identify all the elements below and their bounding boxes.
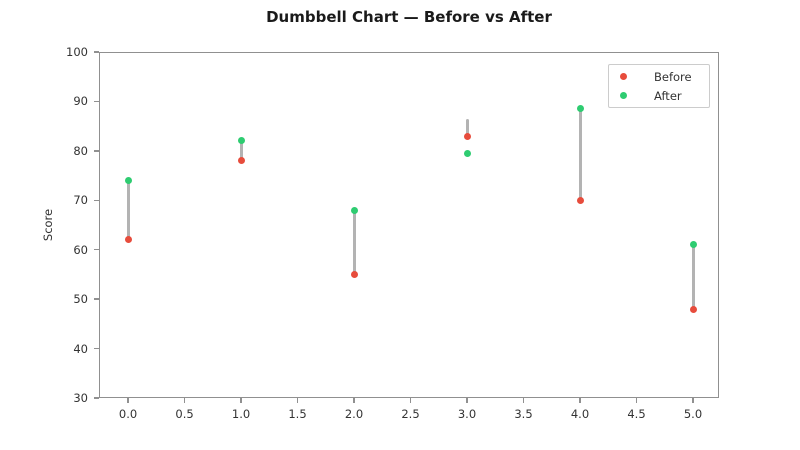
chart-title: Dumbbell Chart — Before vs After <box>266 8 552 26</box>
y-tick <box>94 347 99 350</box>
connector-line <box>691 244 695 310</box>
after-dot <box>237 137 245 145</box>
y-tick-label: 60 <box>73 242 88 257</box>
x-tick <box>522 398 525 403</box>
after-dot <box>350 206 358 214</box>
y-tick-label: 40 <box>73 341 88 356</box>
y-tick <box>94 100 99 103</box>
legend-label: After <box>654 88 682 103</box>
y-tick <box>94 248 99 251</box>
legend-label: Before <box>654 69 692 84</box>
x-tick <box>296 398 299 403</box>
x-tick-label: 0.5 <box>175 407 194 421</box>
x-tick <box>127 398 129 403</box>
legend: Before After <box>608 64 710 108</box>
before-dot <box>689 305 697 313</box>
y-tick <box>94 397 99 399</box>
x-tick <box>240 398 242 403</box>
x-tick-label: 5.0 <box>683 407 703 421</box>
x-tick-label: 2.0 <box>344 407 364 421</box>
x-tick <box>692 398 694 403</box>
y-tick <box>94 51 99 53</box>
connector-line <box>352 210 356 275</box>
connector-line <box>578 108 582 201</box>
y-tick-label: 30 <box>73 391 88 405</box>
after-dot <box>463 149 471 157</box>
x-tick <box>353 398 355 403</box>
legend-swatch-after <box>620 92 627 99</box>
connector-line <box>126 180 130 240</box>
after-dot <box>124 177 132 184</box>
x-tick-label: 1.5 <box>288 407 307 421</box>
y-tick-label: 100 <box>66 45 88 59</box>
x-tick <box>466 398 468 403</box>
x-tick <box>579 398 581 403</box>
x-tick-label: 4.0 <box>570 407 590 421</box>
y-tick-label: 90 <box>73 94 88 109</box>
legend-swatch-before <box>620 73 627 80</box>
x-tick-label: 2.5 <box>401 407 420 421</box>
connector-line <box>239 140 243 161</box>
x-tick <box>409 398 412 403</box>
y-tick-label: 80 <box>73 143 88 158</box>
x-tick <box>635 398 638 403</box>
x-tick-label: 4.5 <box>627 407 646 421</box>
y-axis-label: Score <box>41 208 55 242</box>
y-tick <box>94 199 99 202</box>
y-tick <box>94 150 99 152</box>
x-tick-label: 3.0 <box>457 407 477 421</box>
y-tick-label: 70 <box>73 193 88 208</box>
x-tick-label: 1.0 <box>231 407 251 421</box>
x-tick-label: 0.0 <box>118 407 138 421</box>
before-dot <box>124 236 132 244</box>
after-dot <box>689 241 697 249</box>
x-tick-label: 3.5 <box>514 407 533 421</box>
connector-line <box>465 118 469 137</box>
y-tick <box>94 298 99 300</box>
before-dot <box>237 157 245 165</box>
plot-area <box>99 52 719 398</box>
before-dot <box>350 270 358 278</box>
legend-item: Before <box>609 69 709 84</box>
x-tick <box>183 398 186 403</box>
before-dot <box>463 132 471 140</box>
after-dot <box>576 105 584 113</box>
y-tick-label: 50 <box>73 292 88 307</box>
before-dot <box>576 196 584 204</box>
legend-item: After <box>609 88 709 103</box>
